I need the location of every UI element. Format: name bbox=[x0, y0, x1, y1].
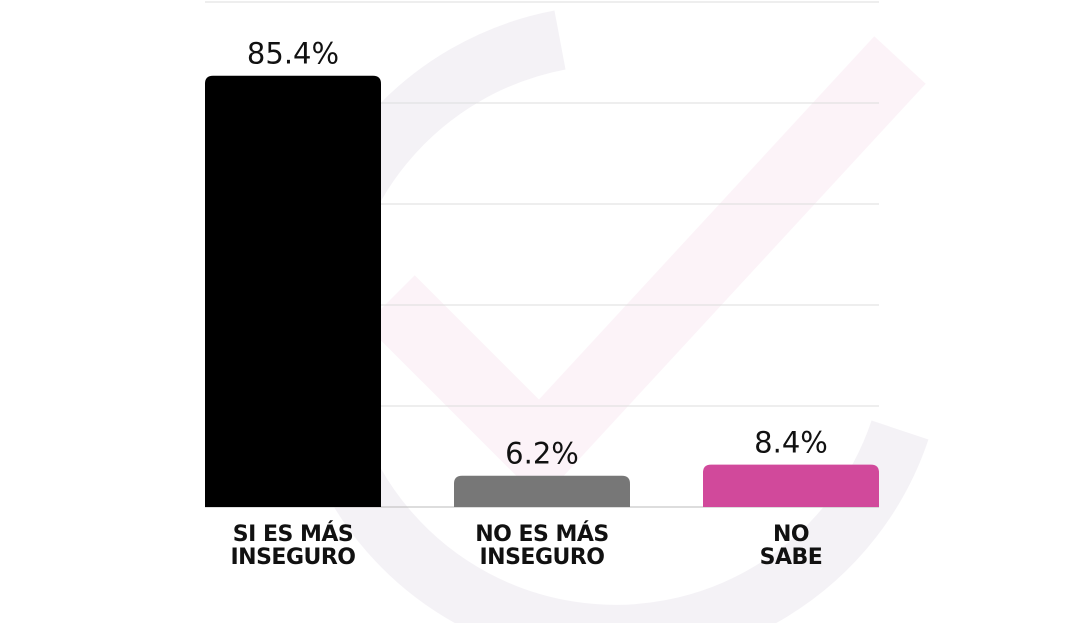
bar bbox=[703, 464, 879, 507]
x-tick-label: SI ES MÁS INSEGURO bbox=[230, 522, 356, 570]
bar bbox=[205, 75, 381, 507]
x-tick-label: NO ES MÁS INSEGURO bbox=[475, 522, 609, 570]
watermark bbox=[285, 10, 929, 623]
value-label: 6.2% bbox=[505, 437, 579, 471]
value-label: 85.4% bbox=[247, 37, 339, 71]
bar bbox=[454, 475, 630, 507]
value-label: 8.4% bbox=[754, 426, 828, 460]
watermark-check bbox=[365, 36, 926, 501]
watermark-arc bbox=[285, 10, 929, 623]
x-tick-label: NO SABE bbox=[759, 522, 823, 570]
